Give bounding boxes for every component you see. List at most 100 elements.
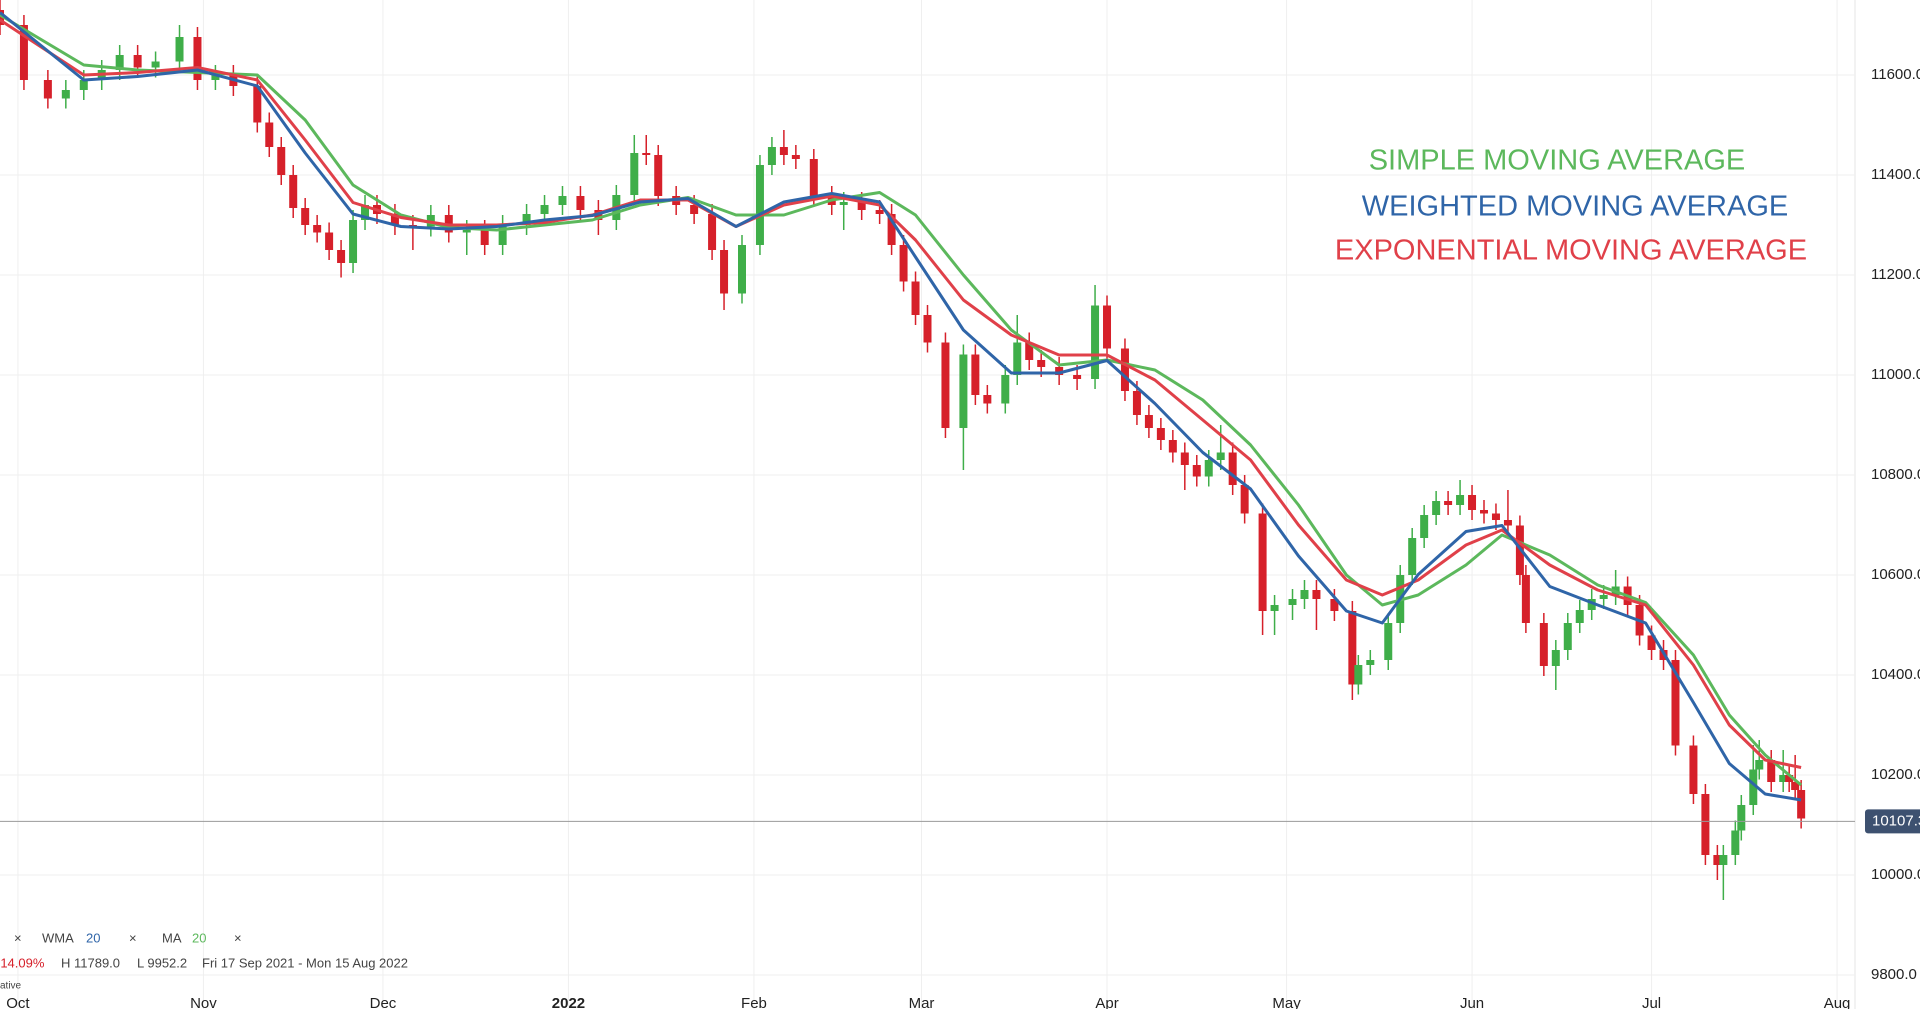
indicator-name[interactable]: MA [162,930,182,945]
candle-body [1731,830,1740,855]
candle-body [253,86,262,123]
candle-body [133,55,142,68]
y-tick-label: 11200.0 [1871,266,1920,283]
candle-body [1228,452,1237,485]
x-tick-label: Jun [1460,995,1484,1009]
candle-body [779,147,788,155]
x-tick-label: Oct [6,995,30,1009]
candle-body [576,196,585,210]
candle-body [79,80,88,90]
candle-body [1575,610,1584,623]
candle-body [959,354,968,428]
candle-body [1288,599,1297,605]
close-icon[interactable]: × [14,930,22,945]
candle-body [289,175,298,208]
candle-body [738,245,746,294]
candle-body [941,342,950,428]
candle-body [115,55,124,70]
indicator-period: 20 [192,930,206,945]
candle-body [1144,415,1153,428]
candle-body [1647,635,1656,650]
candle-body [1348,611,1357,685]
candle-body [1408,538,1417,575]
y-tick-label: 11400.0 [1871,166,1920,183]
candle-body [1013,342,1022,375]
candle-body [480,230,489,245]
candle-body [1354,665,1363,685]
candle-body [1599,595,1608,599]
candle-body [301,208,310,225]
candle-body [1240,485,1249,514]
candle-body [1366,660,1375,665]
y-tick-label: 9800.0 [1871,966,1917,983]
candle-body [211,75,220,80]
y-tick-label: 11600.0 [1871,66,1920,83]
x-tick-label: Nov [190,995,217,1009]
candle-body [1503,520,1512,526]
candle-body [1420,515,1429,538]
date-range: Fri 17 Sep 2021 - Mon 15 Aug 2022 [202,955,408,970]
candle-body [43,80,52,99]
y-tick-label: 10400.0 [1871,666,1920,683]
candle-body [1480,510,1488,514]
moving-average-line [0,13,1803,787]
candle-body [313,225,322,233]
candle-body [887,214,896,245]
moving-average-line [0,18,1802,769]
y-tick-label: 10000.0 [1871,866,1920,883]
candle-body [690,205,699,214]
candle-body [911,281,920,315]
candle-body [558,196,567,205]
legend-label: WEIGHTED MOVING AVERAGE [1362,191,1788,223]
candle-body [1701,794,1710,855]
candle-body [1001,375,1010,404]
candle-body [498,225,507,245]
candle-body [540,205,549,214]
candle-body [325,232,334,250]
candle-body [809,159,818,196]
candle-body [1767,760,1776,782]
candle-body [1025,342,1034,360]
candle-body [1073,375,1082,379]
y-tick-label: 10600.0 [1871,566,1920,583]
candle-body [1737,805,1746,831]
close-icon[interactable]: × [234,930,242,945]
candle-body [1444,501,1453,505]
price-tag-label: 10107.3 [1872,812,1920,829]
footer-text: ative [0,981,22,992]
candle-body [175,37,184,62]
candle-body [390,214,399,225]
candle-body [1749,769,1758,805]
candle-body [1091,305,1100,379]
indicator-name[interactable]: WMA [42,930,74,945]
candle-body [19,25,28,80]
candle-body [1521,575,1530,623]
candle-body [857,202,866,210]
candle-body [1156,428,1165,440]
candle-body [1671,660,1680,746]
candle-body [1551,650,1560,666]
candle-body [462,230,471,233]
candle-body [337,250,346,263]
candle-body [654,155,663,196]
candle-body [1779,775,1788,782]
candle-body [1456,495,1465,505]
legend-label: SIMPLE MOVING AVERAGE [1369,145,1746,177]
candle-body [1312,590,1321,599]
candle-body [1468,495,1477,510]
candle-body [1719,855,1728,865]
candle-body [791,155,800,159]
x-tick-label: Feb [741,995,767,1009]
candle-body [349,220,358,263]
candle-body [1132,391,1141,415]
candle-body [971,354,980,395]
candle-body [1180,452,1189,465]
legend-label: EXPONENTIAL MOVING AVERAGE [1335,235,1807,267]
price-tag [1865,809,1920,834]
candle-body [277,147,286,175]
close-icon[interactable]: × [129,930,137,945]
moving-average-line [0,11,1802,802]
candle-body [1491,513,1500,520]
candle-body [1204,460,1213,477]
